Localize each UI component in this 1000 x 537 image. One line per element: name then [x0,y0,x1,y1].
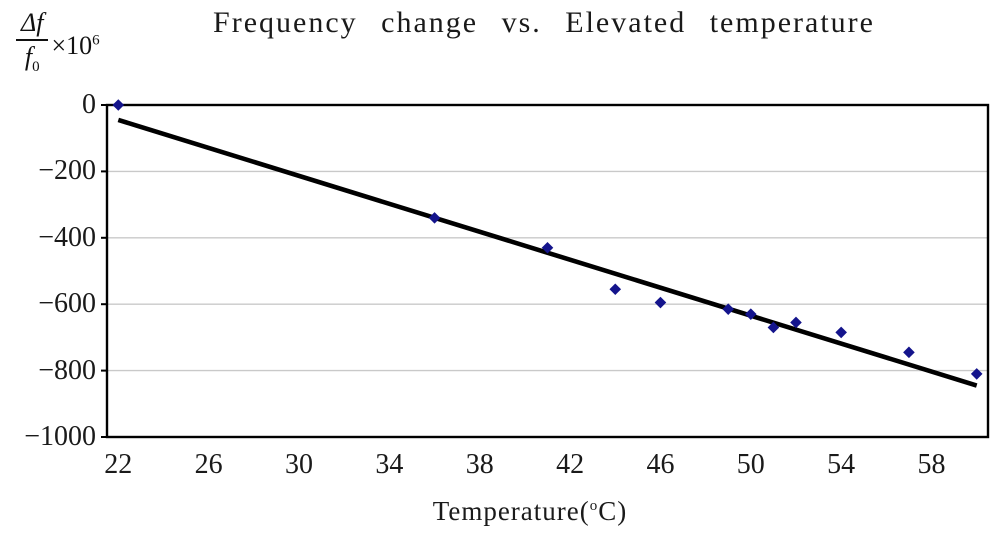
y-axis-label: Δf f0 ×106 [16,8,100,83]
x-tick-label: 22 [104,449,133,480]
data-point-diamond [835,326,847,339]
y-tick-label: −800 [38,354,96,386]
data-point-diamond [541,241,554,254]
data-point-diamond [428,212,441,224]
x-tick-label: 42 [556,449,585,480]
data-point-diamond [970,368,983,380]
data-point-diamond [903,346,915,359]
data-point-diamond [745,308,757,320]
y-tick-label: −600 [38,288,96,320]
data-point-diamond [609,283,622,296]
x-tick-label: 54 [827,449,856,480]
y-tick-label: −400 [38,221,96,253]
data-point-diamond [722,303,735,315]
x-tick-label: 58 [917,449,946,480]
plot-frame [105,103,990,439]
x-tick-label: 46 [646,449,675,480]
x-tick-label: 38 [465,449,494,480]
data-point-diamond [767,321,780,334]
x-axis-label: Temperature(oC) [432,496,628,526]
y-axis-fraction-denominator: f0 [24,42,40,76]
x-tick-label: 50 [736,449,765,480]
x-tick-label: 26 [194,449,223,480]
y-tick-label: −200 [38,155,96,187]
y-tick-label: −1000 [24,421,96,452]
data-point-diamond [112,99,125,111]
y-axis-multiplier: ×106 [51,30,100,60]
chart-title: Frequency change vs. Elevated temperatur… [213,6,875,39]
y-axis-fraction: Δf f0 [16,8,49,83]
data-point-diamond [654,296,667,309]
data-point-diamond [790,316,802,329]
x-tick-label: 34 [375,449,404,480]
y-tick-label: 0 [82,89,96,120]
x-tick-label: 30 [285,449,313,480]
y-axis-fraction-numerator: Δf [16,8,49,41]
